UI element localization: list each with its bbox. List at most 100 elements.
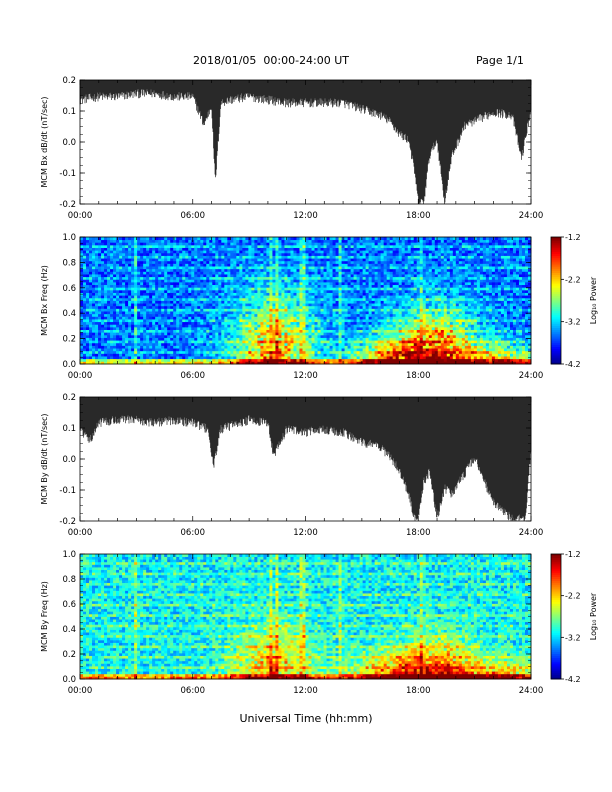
spectrogram-cell <box>140 297 144 301</box>
spectrogram-cell <box>260 350 264 354</box>
spectrogram-cell <box>128 332 132 336</box>
spectrogram-cell <box>224 266 228 270</box>
spectrogram-cell <box>161 279 165 283</box>
spectrogram-cell <box>257 340 261 344</box>
spectrogram-cell <box>287 250 291 254</box>
spectrogram-cell <box>215 242 219 246</box>
spectrogram-cell <box>80 340 84 344</box>
spectrogram-cell <box>83 358 87 362</box>
spectrogram-cell <box>260 332 264 336</box>
spectrogram-cell <box>188 324 192 328</box>
spectrogram-cell <box>161 258 165 262</box>
spectrogram-cell <box>128 313 132 317</box>
spectrogram-cell <box>260 311 264 315</box>
spectrogram-cell <box>116 342 120 346</box>
spectrogram-cell <box>314 292 318 296</box>
spectrogram-cell <box>281 345 285 349</box>
spectrogram-cell <box>314 358 318 362</box>
spectrogram-cell <box>323 266 327 270</box>
spectrogram-cell <box>326 313 330 317</box>
spectrogram-cell <box>263 279 267 283</box>
spectrogram-cell <box>257 319 261 323</box>
spectrogram-cell <box>269 242 273 246</box>
spectrogram-cell <box>263 260 267 264</box>
spectrogram-cell <box>89 358 93 362</box>
spectrogram-cell <box>107 292 111 296</box>
spectrogram-cell <box>200 340 204 344</box>
spectrogram-cell <box>242 250 246 254</box>
spectrogram-cell <box>260 287 264 291</box>
spectrogram-cell <box>287 274 291 278</box>
spectrogram-cell <box>143 348 147 352</box>
spectrogram-cell <box>101 295 105 299</box>
spectrogram-cell <box>170 305 174 309</box>
spectrogram-cell <box>296 342 300 346</box>
spectrogram-cell <box>116 319 120 323</box>
spectrogram-cell <box>152 303 156 307</box>
spectrogram-cell <box>221 295 225 299</box>
spectrogram-cell <box>278 345 282 349</box>
spectrogram-cell <box>287 332 291 336</box>
spectrogram-cell <box>257 263 261 267</box>
spectrogram-cell <box>218 350 222 354</box>
spectrogram-cell <box>83 319 87 323</box>
spectrogram-cell <box>170 321 174 325</box>
spectrogram-cell <box>239 297 243 301</box>
spectrogram-cell <box>131 353 135 357</box>
spectrogram-cell <box>194 266 198 270</box>
spectrogram-cell <box>179 324 183 328</box>
spectrogram-cell <box>152 284 156 288</box>
spectrogram-cell <box>134 334 138 338</box>
spectrogram-cell <box>164 311 168 315</box>
spectrogram-cell <box>209 279 213 283</box>
spectrogram-cell <box>128 345 132 349</box>
spectrogram-cell <box>101 342 105 346</box>
spectrogram-cell <box>101 303 105 307</box>
spectrogram-cell <box>158 250 162 254</box>
spectrogram-cell <box>263 353 267 357</box>
spectrogram-cell <box>248 319 252 323</box>
spectrogram-cell <box>122 348 126 352</box>
spectrogram-cell <box>251 247 255 251</box>
spectrogram-cell <box>131 297 135 301</box>
spectrogram-cell <box>254 316 258 320</box>
spectrogram-cell <box>161 237 165 241</box>
spectrogram-cell <box>86 276 90 280</box>
spectrogram-cell <box>206 281 210 286</box>
spectrogram-cell <box>167 342 171 346</box>
spectrogram-cell <box>224 337 228 341</box>
spectrogram-cell <box>203 326 207 331</box>
spectrogram-cell <box>149 321 153 325</box>
spectrogram-cell <box>209 311 213 315</box>
spectrogram-cell <box>299 284 303 288</box>
spectrogram-cell <box>134 237 138 241</box>
spectrogram-cell <box>83 300 87 304</box>
spectrogram-cell <box>248 313 252 317</box>
spectrogram-cell <box>263 263 267 267</box>
spectrogram-cell <box>86 353 90 357</box>
spectrogram-cell <box>239 329 243 333</box>
spectrogram-cell <box>302 289 306 293</box>
spectrogram-cell <box>185 260 189 264</box>
spectrogram-cell <box>98 337 102 341</box>
spectrogram-cell <box>137 281 141 286</box>
spectrogram-cell <box>170 303 174 307</box>
spectrogram-cell <box>113 340 117 344</box>
spectrogram-cell <box>272 305 276 309</box>
spectrogram-cell <box>212 266 216 270</box>
spectrogram-cell <box>326 361 330 365</box>
spectrogram-cell <box>197 242 201 246</box>
spectrogram-cell <box>221 361 225 365</box>
spectrogram-cell <box>269 319 273 323</box>
spectrogram-cell <box>104 268 108 272</box>
spectrogram-cell <box>302 260 306 264</box>
spectrogram-cell <box>152 292 156 296</box>
spectrogram-cell <box>281 313 285 317</box>
spectrogram-cell <box>137 252 141 256</box>
spectrogram-cell <box>95 324 99 328</box>
spectrogram-cell <box>224 353 228 357</box>
spectrogram-cell <box>284 332 288 336</box>
spectrogram-cell <box>260 295 264 299</box>
spectrogram-cell <box>155 342 159 346</box>
spectrogram-cell <box>110 324 114 328</box>
